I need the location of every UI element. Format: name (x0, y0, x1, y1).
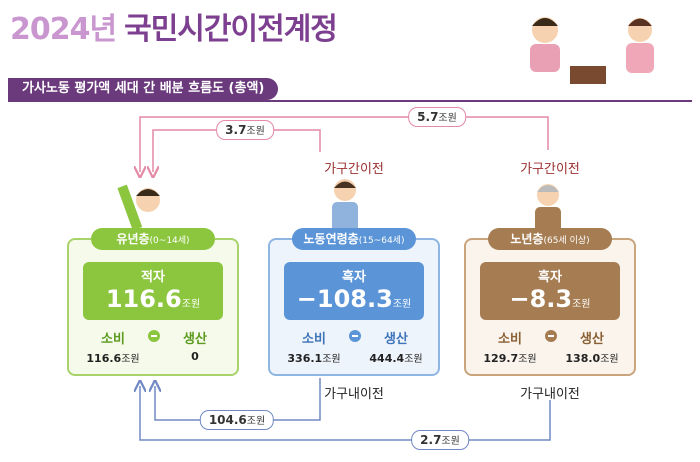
flow-label: 104.6조원 (199, 410, 275, 430)
production-value-row: 0 (163, 350, 227, 363)
balance-label: 흑자 (342, 270, 366, 285)
production-unit: 조원 (600, 354, 619, 365)
consumption-value-row: 336.1조원 (282, 350, 346, 365)
group-name: 노동연령층 (303, 232, 359, 246)
consumption-unit: 조원 (322, 354, 341, 365)
group-range: (0~14세) (149, 236, 190, 246)
consumption-label: 소비 (302, 332, 326, 347)
flow-value: 3.7 (225, 123, 247, 137)
flow-arrow (140, 116, 549, 172)
family-illustration (530, 17, 654, 84)
flow-arrow (140, 386, 551, 441)
consumption-value: 129.7 (483, 352, 519, 365)
balance: 흑자 −108.3조원 (284, 262, 424, 320)
production-value: 0 (191, 350, 199, 363)
consumption: 소비 116.6조원 (81, 328, 145, 365)
balance: 흑자 −8.3조원 (480, 262, 620, 320)
group-name: 노년층 (510, 232, 544, 246)
group-box: 노년층(65세 이상) 흑자 −8.3조원 소비 129.7조원 생산 138.0조원 (464, 228, 636, 376)
balance-unit: 조원 (392, 299, 412, 310)
flow-unit: 조원 (438, 113, 457, 124)
consumption: 소비 336.1조원 (282, 328, 346, 365)
consumption-value-row: 129.7조원 (478, 350, 542, 365)
minus-icon (349, 330, 361, 342)
balance-value: −108.3 (296, 285, 393, 313)
flow-label: 3.7조원 (216, 120, 274, 140)
production-unit: 조원 (404, 354, 423, 365)
balance-value-row: 116.6조원 (83, 285, 223, 319)
group-header: 노동연령층(15~64세) (292, 228, 416, 250)
minus-icon (545, 330, 557, 342)
elder-icon (535, 184, 561, 233)
group-name: 유년층 (116, 232, 150, 246)
consumption-label: 소비 (101, 332, 125, 347)
production-value-row: 138.0조원 (560, 350, 624, 365)
child-icon (117, 184, 160, 231)
balance-label: 흑자 (538, 270, 562, 285)
subtitle: 가사노동 평가액 세대 간 배분 흐름도 (총액) (8, 78, 279, 100)
title-main: 국민시간이전계정 (124, 12, 338, 47)
consumption-value-row: 116.6조원 (81, 350, 145, 365)
production: 생산 138.0조원 (560, 328, 624, 365)
balance-value: −8.3 (509, 285, 573, 313)
upper-label: 가구간이전 (324, 162, 384, 177)
flow-label: 2.7조원 (411, 430, 469, 450)
balance-unit: 조원 (181, 299, 201, 310)
group-header: 노년층(65세 이상) (488, 228, 612, 250)
production-value: 138.0 (565, 352, 601, 365)
lower-label: 가구내이전 (324, 387, 384, 402)
production-label: 생산 (384, 332, 408, 347)
production-label: 생산 (183, 332, 207, 347)
flow-value: 2.7 (420, 433, 442, 447)
production-label: 생산 (580, 332, 604, 347)
production-value: 444.4 (369, 352, 405, 365)
group-header: 유년층(0~14세) (91, 228, 215, 250)
production: 생산 444.4조원 (364, 328, 428, 365)
group-range: (15~64세) (358, 236, 405, 246)
group-box: 노동연령층(15~64세) 흑자 −108.3조원 소비 336.1조원 생산 444.4조… (268, 228, 440, 376)
group-box: 유년층(0~14세) 적자 116.6조원 소비 116.6조원 생산 0 (67, 228, 239, 376)
minus-icon (148, 330, 160, 342)
title: 2024년 국민시간이전계정 (10, 4, 338, 48)
balance-label: 적자 (141, 270, 165, 285)
title-year: 2024년 (10, 12, 117, 47)
balance-value-row: −8.3조원 (480, 285, 620, 319)
group-range: (65세 이상) (543, 236, 590, 246)
flow-value: 5.7 (417, 110, 439, 124)
consumption-unit: 조원 (121, 354, 140, 365)
production: 생산 0 (163, 328, 227, 363)
production-value-row: 444.4조원 (364, 350, 428, 365)
balance-value-row: −108.3조원 (284, 285, 424, 319)
flow-unit: 조원 (441, 436, 460, 447)
flow-unit: 조원 (246, 416, 266, 427)
flow-label: 5.7조원 (408, 107, 466, 127)
balance: 적자 116.6조원 (83, 262, 223, 320)
balance-unit: 조원 (572, 299, 591, 310)
consumption-value: 336.1 (287, 352, 323, 365)
consumption: 소비 129.7조원 (478, 328, 542, 365)
upper-label: 가구간이전 (520, 162, 580, 177)
consumption-value: 116.6 (86, 352, 122, 365)
lower-label: 가구내이전 (520, 387, 580, 402)
flow-value: 104.6 (208, 413, 247, 427)
consumption-label: 소비 (498, 332, 522, 347)
worker-icon (332, 179, 358, 232)
balance-value: 116.6 (105, 285, 182, 313)
consumption-unit: 조원 (518, 354, 537, 365)
divider (8, 100, 692, 102)
flow-unit: 조원 (246, 126, 265, 137)
